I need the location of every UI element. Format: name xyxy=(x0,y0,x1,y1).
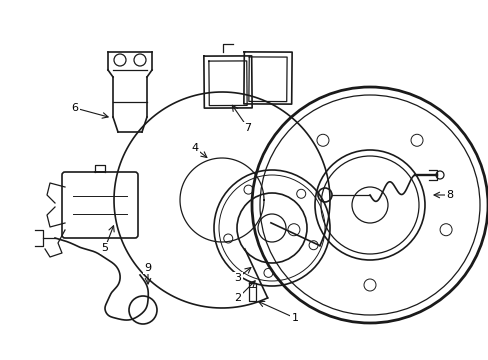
Text: 4: 4 xyxy=(191,143,198,153)
Text: 7: 7 xyxy=(244,123,251,133)
Text: 1: 1 xyxy=(291,313,298,323)
Text: 2: 2 xyxy=(234,293,241,303)
Text: 3: 3 xyxy=(234,273,241,283)
Text: 5: 5 xyxy=(102,243,108,253)
Text: 8: 8 xyxy=(446,190,453,200)
Text: 9: 9 xyxy=(144,263,151,273)
Text: 6: 6 xyxy=(71,103,79,113)
